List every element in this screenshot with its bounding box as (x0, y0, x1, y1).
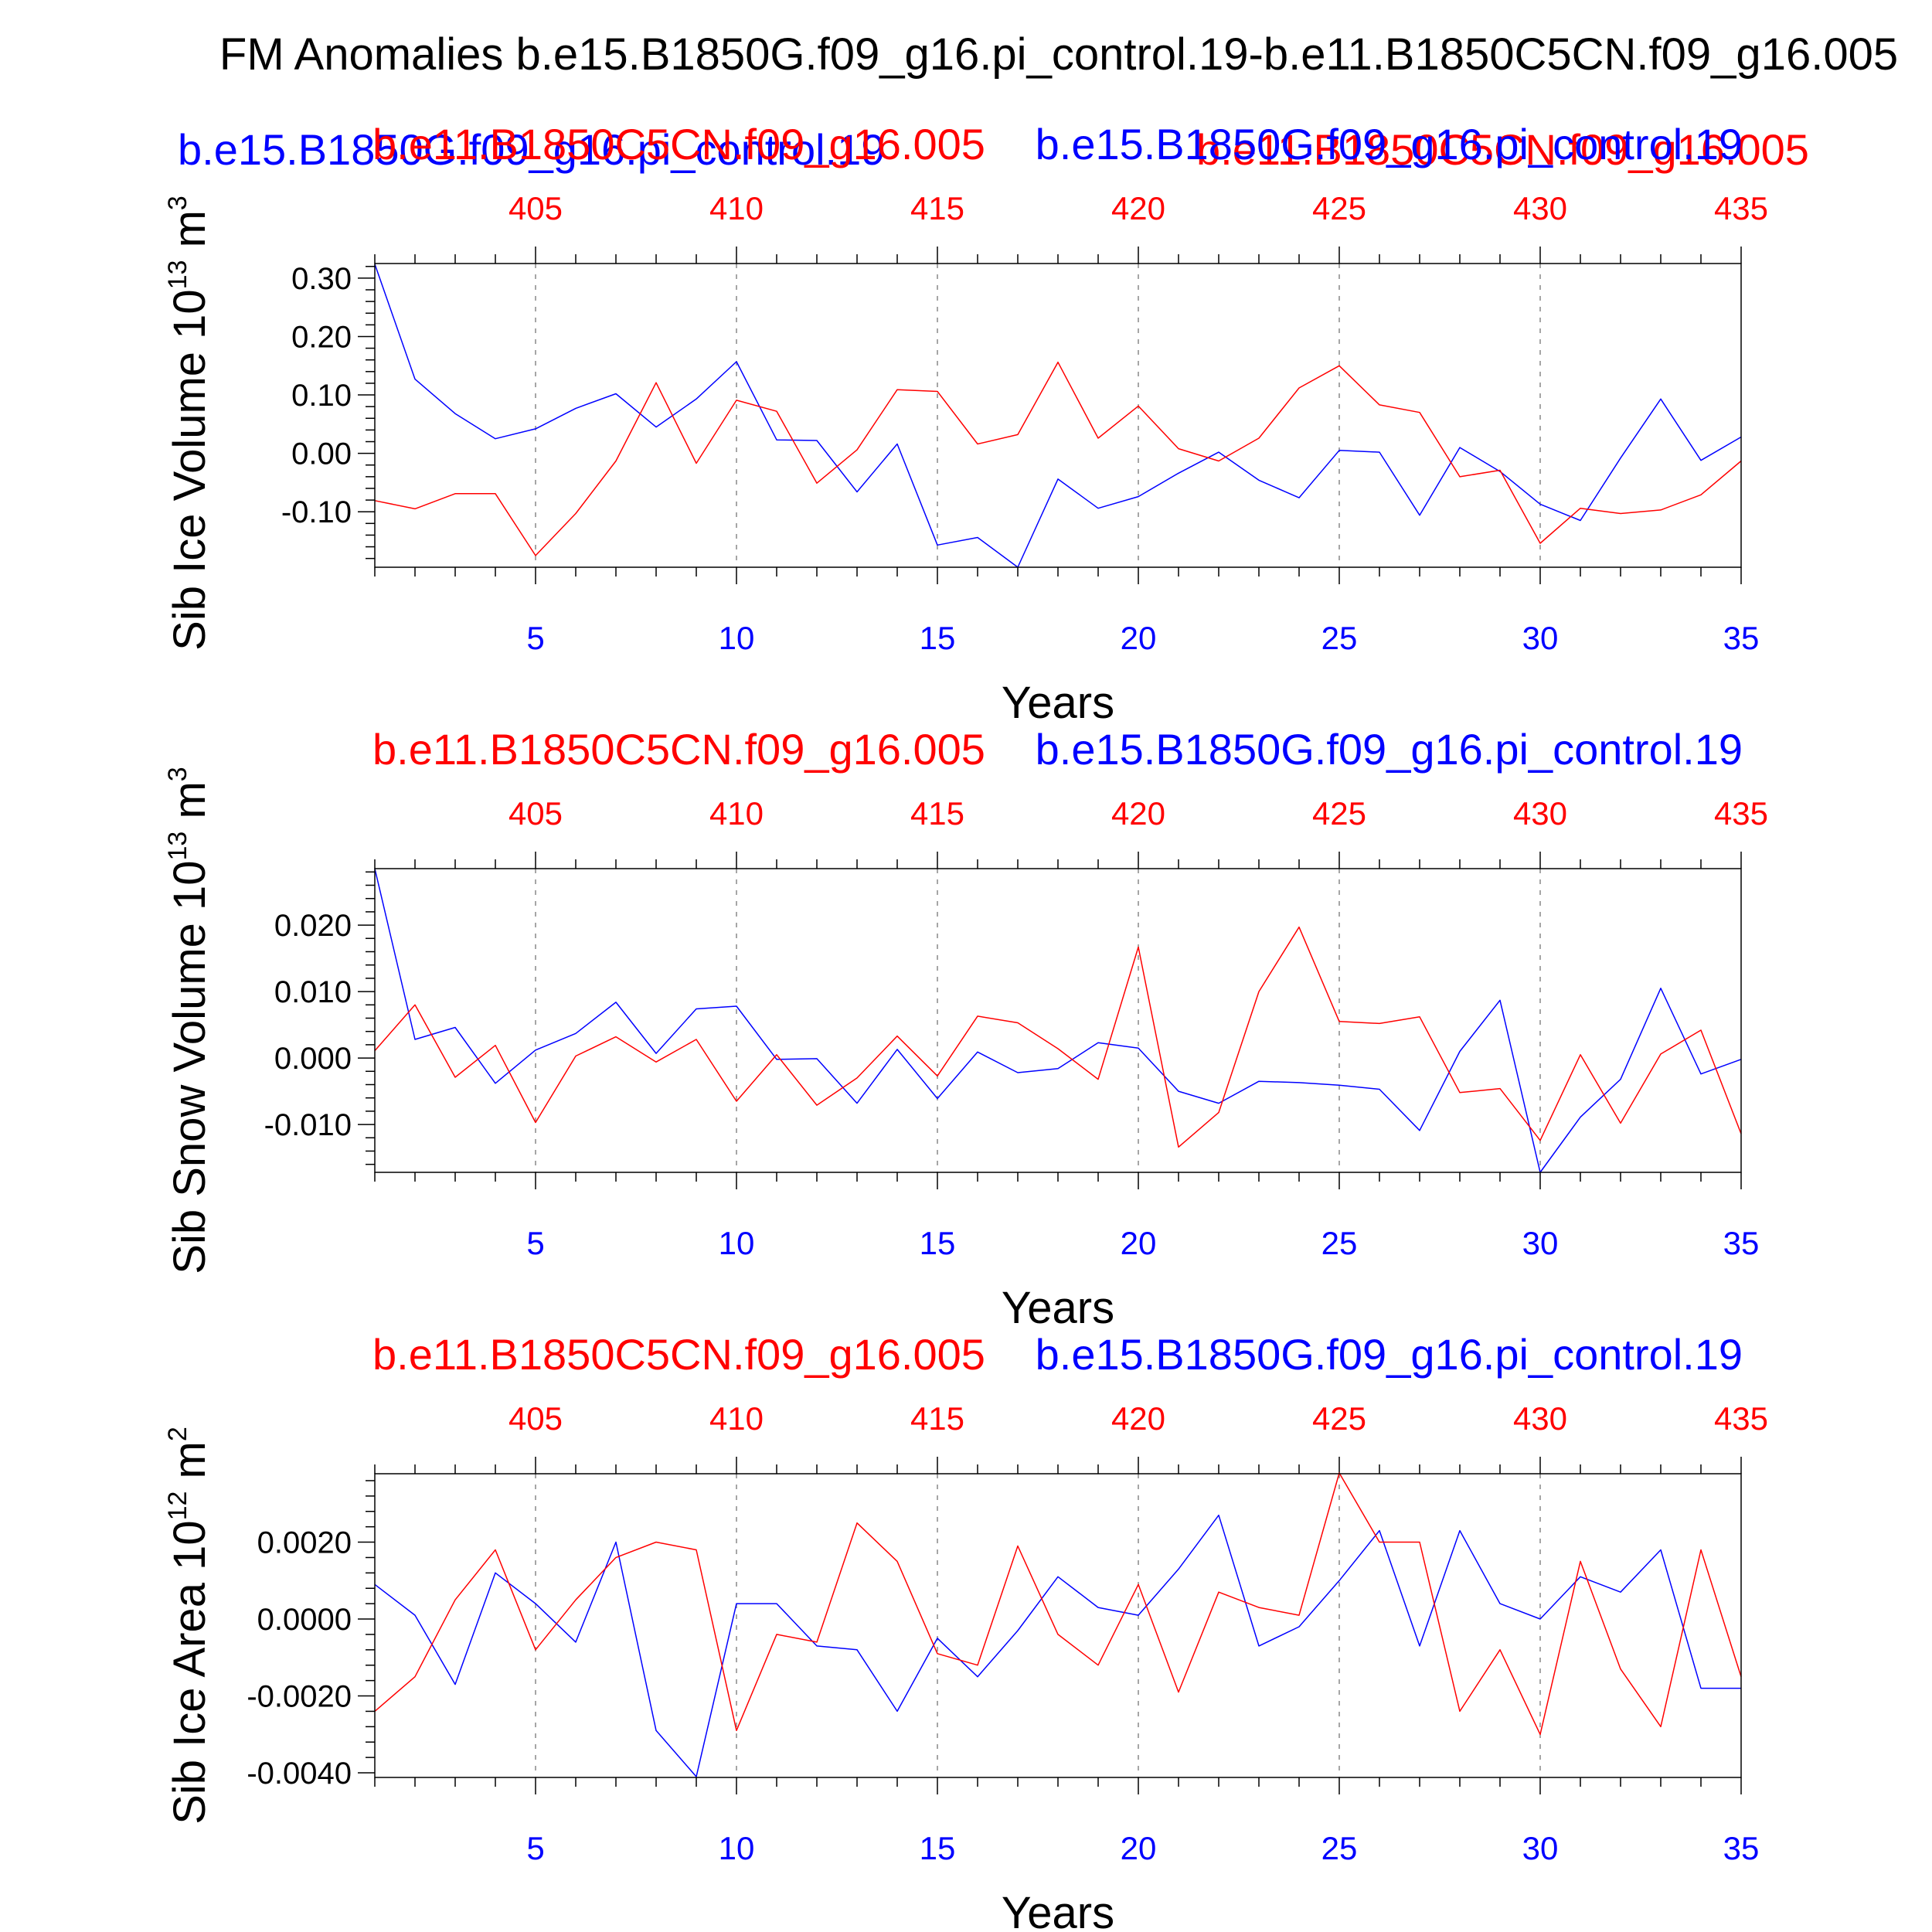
overlay-label-red: b.e11.B1850C5CN.f09_g16.005 (1196, 125, 1809, 174)
y-tick-label: -0.010 (264, 1108, 352, 1142)
overlay-label-blue: b.e15.B1850G.f09_g16.pi_control.19 (178, 125, 885, 174)
x-top-tick-label: 405 (509, 190, 563, 226)
x-top-tick-label: 415 (910, 795, 964, 832)
x-axis-label: Years (1002, 1888, 1114, 1932)
x-tick-label: 10 (719, 1830, 755, 1866)
x-tick-label: 35 (1723, 620, 1760, 656)
x-top-tick-label: 430 (1513, 795, 1567, 832)
x-top-tick-label: 405 (509, 1400, 563, 1437)
chart-panel-middle: -0.010 0.000 0.010 0.020 5 405 10 410 15 415 20 420… (163, 725, 1768, 1333)
y-tick-label: 0.00 (291, 437, 352, 471)
chart-panel-top: -0.10 0.00 0.10 0.20 0.30 5 405 10 410 15 415 20 420… (163, 120, 1768, 728)
y-tick-label: 0.0000 (257, 1603, 352, 1637)
x-top-tick-label: 410 (709, 1400, 764, 1437)
y-tick-label: -0.0020 (247, 1680, 352, 1714)
x-top-tick-label: 415 (910, 1400, 964, 1437)
y-tick-label: 0.020 (274, 909, 352, 943)
x-tick-label: 5 (526, 1830, 544, 1866)
panel-title-red: b.e11.B1850C5CN.f09_g16.005 (372, 725, 985, 774)
y-tick-label: 0.0020 (257, 1526, 352, 1560)
x-top-tick-label: 410 (709, 190, 764, 226)
x-top-tick-label: 435 (1714, 795, 1768, 832)
x-tick-label: 5 (526, 1225, 544, 1261)
series-line-red (374, 361, 1742, 556)
series-line-blue (374, 264, 1742, 568)
y-axis-label: Sib Ice Area 1012 m2 (163, 1427, 215, 1825)
y-tick-label: 0.30 (291, 262, 352, 296)
x-tick-label: 5 (526, 620, 544, 656)
series-line-blue (374, 868, 1742, 1173)
x-top-tick-label: 420 (1111, 1400, 1165, 1437)
x-top-tick-label: 420 (1111, 190, 1165, 226)
x-top-tick-label: 415 (910, 190, 964, 226)
x-top-tick-label: 435 (1714, 1400, 1768, 1437)
y-axis-label: Sib Snow Volume 1013 m3 (163, 767, 215, 1274)
x-tick-label: 20 (1121, 1830, 1157, 1866)
y-tick-label: -0.10 (281, 495, 352, 529)
x-tick-label: 10 (719, 620, 755, 656)
x-axis-label: Years (1002, 678, 1114, 728)
y-tick-label: 0.000 (274, 1042, 352, 1076)
chart-panels: -0.10 0.00 0.10 0.20 0.30 5 405 10 410 15 415 20 420… (163, 120, 1768, 1932)
x-tick-label: 35 (1723, 1830, 1760, 1866)
series-line-red (374, 1472, 1742, 1736)
x-top-tick-label: 420 (1111, 795, 1165, 832)
y-tick-label: -0.0040 (247, 1757, 352, 1791)
panel-title-red: b.e11.B1850C5CN.f09_g16.005 (372, 1330, 985, 1379)
x-tick-label: 25 (1321, 620, 1358, 656)
panel-title-blue: b.e15.B1850G.f09_g16.pi_control.19 (1036, 120, 1743, 168)
plot-frame (374, 868, 1742, 1173)
x-top-tick-label: 435 (1714, 190, 1768, 226)
y-tick-label: 0.20 (291, 320, 352, 354)
x-tick-label: 15 (920, 1830, 956, 1866)
series-line-blue (374, 1514, 1741, 1777)
x-top-tick-label: 430 (1513, 1400, 1567, 1437)
x-axis-label: Years (1002, 1283, 1114, 1333)
x-top-tick-label: 430 (1513, 190, 1567, 226)
x-top-tick-label: 405 (509, 795, 563, 832)
x-tick-label: 25 (1321, 1225, 1358, 1261)
x-top-tick-label: 425 (1312, 1400, 1366, 1437)
series-line-red (374, 926, 1742, 1148)
panel-title-red: b.e11.B1850C5CN.f09_g16.005 (372, 120, 985, 168)
x-tick-label: 15 (920, 1225, 956, 1261)
x-top-tick-label: 410 (709, 795, 764, 832)
x-tick-label: 30 (1522, 1830, 1559, 1866)
x-tick-label: 20 (1121, 620, 1157, 656)
plot-frame (374, 1473, 1742, 1778)
y-axis-label: Sib Ice Volume 1013 m3 (163, 196, 215, 651)
panel-title-blue: b.e15.B1850G.f09_g16.pi_control.19 (1036, 725, 1743, 774)
page-title: FM Anomalies b.e15.B1850G.f09_g16.pi_con… (219, 29, 1898, 80)
x-top-tick-label: 425 (1312, 190, 1366, 226)
x-tick-label: 10 (719, 1225, 755, 1261)
x-top-tick-label: 425 (1312, 795, 1366, 832)
x-tick-label: 20 (1121, 1225, 1157, 1261)
chart-panel-bottom: -0.0040 -0.0020 0.0000 0.0020 5 405 10 410 15 415… (163, 1330, 1768, 1932)
x-tick-label: 30 (1522, 1225, 1559, 1261)
y-tick-label: 0.010 (274, 975, 352, 1009)
x-tick-label: 15 (920, 620, 956, 656)
x-tick-label: 30 (1522, 620, 1559, 656)
x-tick-label: 25 (1321, 1830, 1358, 1866)
plot-frame (374, 263, 1742, 568)
x-tick-label: 35 (1723, 1225, 1760, 1261)
panel-title-blue: b.e15.B1850G.f09_g16.pi_control.19 (1036, 1330, 1743, 1379)
y-tick-label: 0.10 (291, 379, 352, 413)
